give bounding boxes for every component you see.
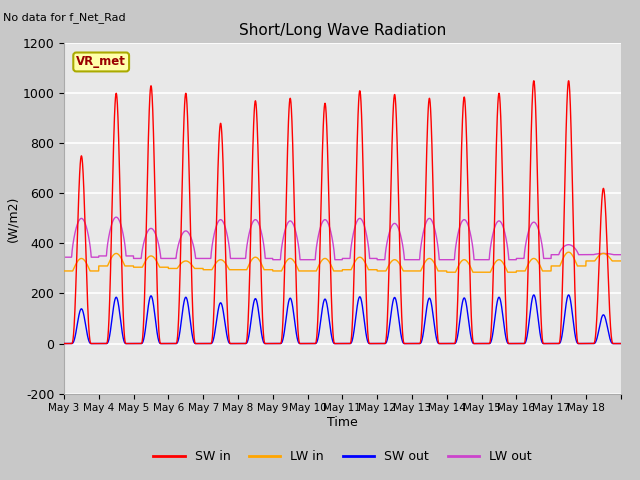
Title: Short/Long Wave Radiation: Short/Long Wave Radiation [239, 23, 446, 38]
Text: VR_met: VR_met [76, 56, 126, 69]
X-axis label: Time: Time [327, 416, 358, 429]
Legend: SW in, LW in, SW out, LW out: SW in, LW in, SW out, LW out [148, 445, 536, 468]
Text: No data for f_Net_Rad: No data for f_Net_Rad [3, 12, 126, 23]
Y-axis label: (W/m2): (W/m2) [6, 195, 20, 241]
